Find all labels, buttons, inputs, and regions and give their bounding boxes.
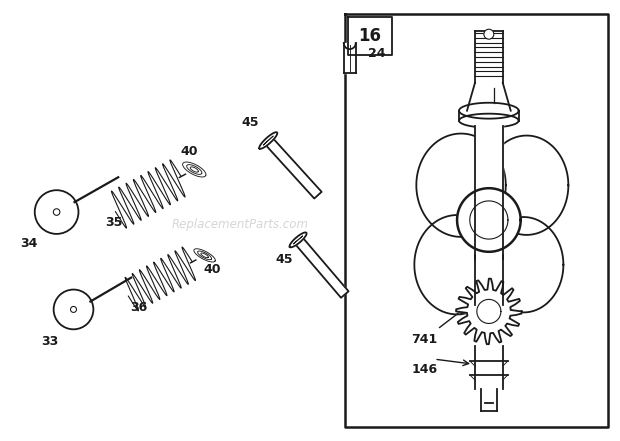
Polygon shape xyxy=(290,232,307,247)
Text: 40: 40 xyxy=(204,263,221,276)
Text: 34: 34 xyxy=(20,237,37,250)
Polygon shape xyxy=(484,217,564,312)
Polygon shape xyxy=(475,121,503,260)
Text: 35: 35 xyxy=(105,217,123,229)
Polygon shape xyxy=(475,346,503,389)
Polygon shape xyxy=(456,279,521,344)
Polygon shape xyxy=(294,237,348,298)
Text: 40: 40 xyxy=(180,145,198,158)
Text: 24: 24 xyxy=(368,47,385,60)
Polygon shape xyxy=(194,249,215,262)
Polygon shape xyxy=(459,114,519,127)
Text: 36: 36 xyxy=(130,301,148,314)
Polygon shape xyxy=(481,389,497,411)
Text: ReplacementParts.com: ReplacementParts.com xyxy=(172,218,309,232)
Polygon shape xyxy=(265,137,322,198)
Text: 33: 33 xyxy=(41,335,58,348)
Polygon shape xyxy=(467,83,511,111)
Polygon shape xyxy=(459,103,519,119)
Text: 45: 45 xyxy=(242,116,259,129)
Polygon shape xyxy=(457,188,521,252)
Polygon shape xyxy=(259,132,277,149)
Polygon shape xyxy=(417,134,506,237)
Circle shape xyxy=(53,290,94,329)
Text: 16: 16 xyxy=(358,27,381,45)
Circle shape xyxy=(35,190,79,234)
Polygon shape xyxy=(343,43,356,73)
Polygon shape xyxy=(475,260,503,344)
Polygon shape xyxy=(414,215,500,314)
Circle shape xyxy=(484,29,494,39)
Polygon shape xyxy=(183,162,206,177)
Text: 45: 45 xyxy=(275,253,293,266)
Text: 741: 741 xyxy=(411,333,438,346)
Text: 146: 146 xyxy=(411,363,438,376)
Polygon shape xyxy=(485,135,569,235)
